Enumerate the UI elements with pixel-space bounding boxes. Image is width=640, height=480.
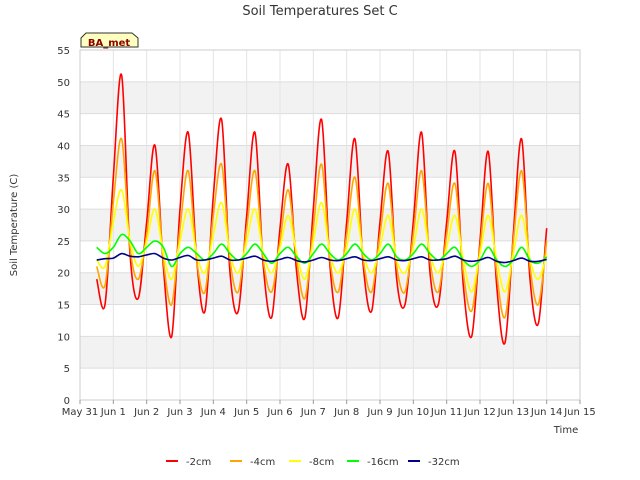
legend-label: -8cm xyxy=(309,457,334,468)
y-tick-label: 0 xyxy=(64,396,70,407)
x-tick-label: Jun 7 xyxy=(300,407,326,418)
y-tick-label: 25 xyxy=(57,237,70,248)
x-tick-label: Jun 11 xyxy=(430,407,463,418)
y-tick-label: 10 xyxy=(57,332,70,343)
x-tick-label: Jun 12 xyxy=(463,407,496,418)
x-tick-label: Jun 3 xyxy=(166,407,192,418)
site-badge-label: BA_met xyxy=(88,38,131,49)
x-axis-ticks: May 31 Jun 1 Jun 2 Jun 3 Jun 4 Jun 5 Jun 6 Jun … xyxy=(62,400,596,418)
x-tick-label: Jun 2 xyxy=(133,407,159,418)
legend-label: -16cm xyxy=(367,457,399,468)
y-tick-label: 45 xyxy=(57,110,70,121)
x-axis-label: Time xyxy=(553,425,578,436)
series-line-minus-32cm xyxy=(96,252,547,264)
y-tick-label: 20 xyxy=(57,269,70,280)
legend-label: -4cm xyxy=(250,457,275,468)
x-tick-label: Jun 4 xyxy=(200,407,226,418)
series-line-minus-16cm xyxy=(96,233,548,268)
background-band xyxy=(80,81,580,114)
y-axis-ticks: 0 5 10 15 20 25 30 35 40 45 50 55 xyxy=(57,46,70,407)
plot-frame xyxy=(79,49,581,401)
x-tick-label: Jun 15 xyxy=(563,407,596,418)
background-band xyxy=(80,209,580,241)
y-axis-label: Soil Temperature (C) xyxy=(9,174,20,277)
y-tick-label: 15 xyxy=(57,301,70,312)
site-badge: BA_met xyxy=(80,32,139,49)
legend-label: -32cm xyxy=(428,457,460,468)
background-bands xyxy=(80,81,580,369)
y-tick-label: 55 xyxy=(57,46,70,57)
x-tick-label: Jun 6 xyxy=(266,407,292,418)
y-tick-label: 50 xyxy=(57,78,70,89)
x-tick-label: Jun 9 xyxy=(366,407,392,418)
x-tick-label: Jun 10 xyxy=(397,407,430,418)
legend: -2cm -4cm -8cm -16cm -32cm xyxy=(166,457,460,468)
x-tick-label: Jun 13 xyxy=(497,407,530,418)
x-tick-label: Jun 8 xyxy=(333,407,359,418)
series-line-minus-4cm xyxy=(95,137,548,319)
y-tick-label: 35 xyxy=(57,173,70,184)
background-band xyxy=(80,145,580,178)
series-lines xyxy=(95,73,548,345)
y-tick-label: 40 xyxy=(57,141,70,152)
background-band xyxy=(80,272,580,305)
site-badge-box xyxy=(80,32,139,48)
x-tick-label: May 31 xyxy=(62,407,99,418)
x-tick-label: Jun 14 xyxy=(530,407,563,418)
series-line-minus-8cm xyxy=(96,189,548,293)
legend-label: -2cm xyxy=(186,457,211,468)
x-tick-label: Jun 5 xyxy=(233,407,259,418)
chart-title: Soil Temperatures Set C xyxy=(242,4,397,19)
series-line-minus-2cm xyxy=(95,73,548,345)
y-tick-label: 30 xyxy=(57,205,70,216)
x-tick-label: Jun 1 xyxy=(100,407,126,418)
background-band xyxy=(80,336,580,369)
y-tick-label: 5 xyxy=(64,364,70,375)
